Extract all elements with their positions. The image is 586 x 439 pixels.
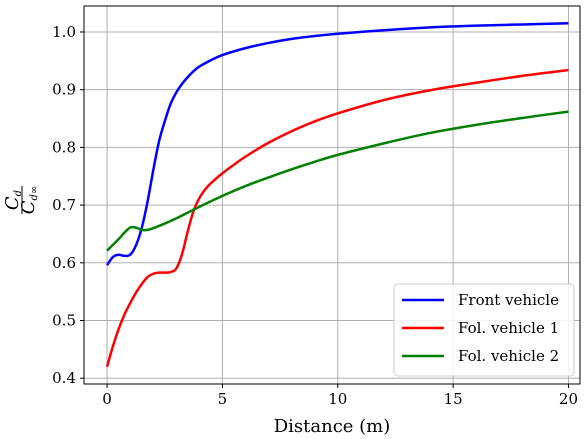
x-tick-label: 15 <box>444 390 463 408</box>
y-axis-title: Cd Cd∞ <box>2 186 40 215</box>
x-axis-title: Distance (m) <box>274 416 391 437</box>
y-tick-label: 0.4 <box>52 369 76 387</box>
y-axis-title-denominator: Cd∞ <box>18 186 40 215</box>
x-tick-label: 10 <box>328 390 347 408</box>
y-axis-ticks: 0.4 0.5 0.6 0.7 0.8 0.9 1.0 <box>52 23 84 387</box>
y-numerator-subscript: d <box>13 190 24 196</box>
y-tick-label: 0.8 <box>52 138 76 156</box>
legend: Front vehicle Fol. vehicle 1 Fol. vehicl… <box>393 283 575 377</box>
x-tick-label: 20 <box>559 390 578 408</box>
y-denominator-symbol: C <box>18 200 39 214</box>
series-line-front-vehicle <box>106 22 569 266</box>
y-tick-label: 0.7 <box>52 196 76 214</box>
legend-label-fol-vehicle-2: Fol. vehicle 2 <box>458 347 559 365</box>
y-denominator-subscript: d∞ <box>29 186 40 201</box>
y-tick-label: 0.9 <box>52 81 76 99</box>
y-tick-label: 1.0 <box>52 23 76 41</box>
legend-label-front-vehicle: Front vehicle <box>458 291 559 309</box>
grid-lines <box>84 6 580 384</box>
x-tick-label: 0 <box>102 390 112 408</box>
legend-box <box>393 283 575 377</box>
y-axis-title-numerator: Cd <box>2 190 24 210</box>
plot-frame <box>83 5 581 385</box>
y-numerator-symbol: C <box>2 196 23 210</box>
x-axis-ticks: 0 5 10 15 20 <box>102 384 578 408</box>
series-lines <box>105 22 569 368</box>
y-tick-label: 0.5 <box>52 312 76 330</box>
x-tick-label: 5 <box>218 390 228 408</box>
y-tick-label: 0.6 <box>52 254 76 272</box>
series-line-fol-vehicle-2 <box>106 110 569 252</box>
legend-label-fol-vehicle-1: Fol. vehicle 1 <box>458 319 559 337</box>
